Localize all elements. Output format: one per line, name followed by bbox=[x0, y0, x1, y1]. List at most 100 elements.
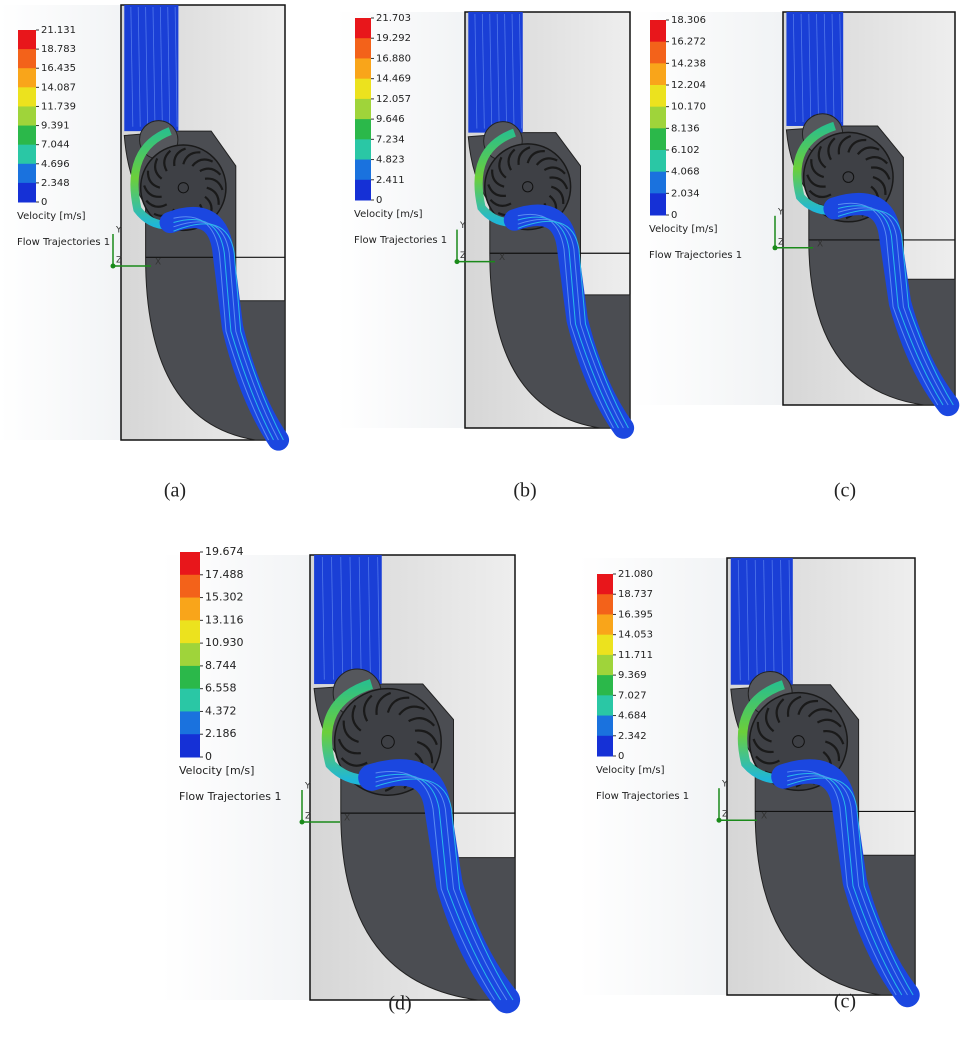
inlet-streak bbox=[145, 6, 148, 127]
blade bbox=[856, 146, 880, 156]
axis-label-x: X bbox=[499, 253, 505, 263]
inlet-streak bbox=[800, 13, 804, 123]
inlet-streak bbox=[152, 6, 156, 127]
axis-label-z: Z bbox=[460, 251, 466, 261]
colorbar-label: 4.823 bbox=[376, 155, 405, 166]
inlet-streak bbox=[763, 559, 767, 681]
blade bbox=[549, 176, 569, 190]
blade bbox=[145, 199, 168, 208]
colorbar-band bbox=[18, 30, 36, 50]
colorbar-label: 12.204 bbox=[671, 80, 706, 91]
colorbar-label: 4.696 bbox=[41, 159, 70, 170]
outlet-streak bbox=[517, 216, 619, 429]
blade bbox=[507, 148, 516, 171]
colorbar-label: 16.272 bbox=[671, 37, 706, 48]
colorbar-label: 14.238 bbox=[671, 58, 706, 69]
colorbar-label: 4.684 bbox=[618, 711, 647, 722]
colorbar-label: 18.783 bbox=[41, 44, 76, 55]
colorbar-band bbox=[18, 182, 36, 203]
legend-title: Velocity [m/s] bbox=[596, 765, 665, 776]
caption: (c) bbox=[834, 991, 856, 1013]
colorbar-label: 10.170 bbox=[671, 102, 706, 113]
blade bbox=[550, 185, 565, 204]
outlet-streak bbox=[173, 218, 274, 441]
legend-title: Velocity [m/s] bbox=[649, 224, 718, 235]
blade bbox=[827, 137, 836, 161]
blade bbox=[517, 146, 531, 166]
outlet-streak bbox=[517, 214, 614, 429]
colorbar-label: 14.087 bbox=[41, 82, 76, 93]
panel: 21.703 19.292 16.880 14.469 12.057 9.646 7.234… bbox=[337, 11, 635, 502]
inlet-streak bbox=[167, 6, 171, 127]
outlet-streak bbox=[837, 202, 939, 406]
colorbar-band bbox=[355, 58, 371, 80]
colorbar-label: 19.292 bbox=[376, 33, 411, 44]
blade bbox=[823, 729, 845, 745]
colorbar-label: 11.739 bbox=[41, 101, 76, 112]
panel: 19.674 17.488 15.302 13.116 10.930 8.744 6.558… bbox=[162, 545, 521, 1015]
blade bbox=[752, 738, 774, 754]
outlet-streak bbox=[173, 223, 284, 441]
colorbar-label: 18.737 bbox=[618, 589, 653, 600]
colorbar-label: 13.116 bbox=[205, 613, 244, 626]
blade bbox=[143, 185, 162, 198]
colorbar-label: 16.395 bbox=[618, 609, 653, 620]
blade bbox=[199, 167, 222, 176]
colorbar-label: 11.711 bbox=[618, 650, 653, 661]
outlet-flow bbox=[771, 759, 920, 1008]
outlet-flow bbox=[823, 192, 960, 417]
inlet-streak bbox=[831, 13, 835, 123]
colorbar-label: 2.034 bbox=[671, 188, 700, 199]
axis-label-z: Z bbox=[778, 237, 784, 247]
blade bbox=[337, 738, 361, 755]
blade bbox=[543, 166, 566, 175]
colorbar-label: 14.469 bbox=[376, 74, 411, 85]
legend-title: Velocity [m/s] bbox=[354, 209, 423, 220]
colorbar-label: 6.102 bbox=[671, 145, 700, 156]
colorbar-label: 18.306 bbox=[671, 15, 706, 26]
colorbar-band bbox=[180, 597, 200, 621]
inlet-streak bbox=[368, 556, 371, 680]
inlet-streak bbox=[377, 556, 381, 680]
colorbar-label: 2.411 bbox=[376, 175, 405, 186]
inlet-streak bbox=[771, 559, 775, 681]
blade bbox=[414, 729, 438, 746]
inlet-streak bbox=[496, 13, 500, 129]
outlet-streak bbox=[517, 220, 629, 429]
colorbar-band bbox=[597, 594, 613, 615]
colorbar-band bbox=[355, 18, 371, 39]
axis-label-y: Y bbox=[115, 226, 122, 236]
blade bbox=[487, 184, 507, 197]
colorbar-band bbox=[650, 41, 666, 64]
outlet-streak bbox=[837, 205, 944, 406]
feature-name: Flow Trajectories 1 bbox=[649, 250, 742, 261]
blade bbox=[847, 138, 867, 153]
blade bbox=[146, 170, 161, 189]
blade bbox=[154, 157, 163, 180]
colorbar-band bbox=[597, 614, 613, 636]
hub bbox=[842, 171, 855, 183]
axis-label-y: Y bbox=[721, 780, 728, 790]
blade bbox=[498, 156, 507, 179]
outlet-flow bbox=[503, 204, 635, 439]
colorbar-band bbox=[180, 711, 200, 735]
inlet-streak bbox=[839, 13, 843, 123]
colorbar-label: 4.372 bbox=[205, 704, 237, 717]
colorbar-label: 9.391 bbox=[41, 121, 70, 132]
colorbar-label: 2.186 bbox=[205, 727, 237, 740]
inlet-streak bbox=[792, 13, 796, 123]
feature-name: Flow Trajectories 1 bbox=[179, 790, 281, 803]
legend-title: Velocity [m/s] bbox=[179, 764, 254, 777]
colorbar-band bbox=[597, 735, 613, 757]
outlet-streak bbox=[837, 207, 949, 406]
panel: 21.131 18.783 16.435 14.087 11.739 9.391 7.044… bbox=[0, 4, 290, 502]
hub bbox=[177, 182, 189, 194]
colorbar-label: 0 bbox=[41, 197, 47, 208]
colorbar-band bbox=[180, 620, 200, 644]
axis-label-y: Y bbox=[304, 782, 311, 792]
feature-name: Flow Trajectories 1 bbox=[354, 235, 447, 246]
colorbar-label: 14.053 bbox=[618, 630, 653, 641]
inlet-streak bbox=[481, 13, 485, 129]
blade bbox=[756, 721, 772, 743]
inlet-streak bbox=[808, 13, 812, 123]
